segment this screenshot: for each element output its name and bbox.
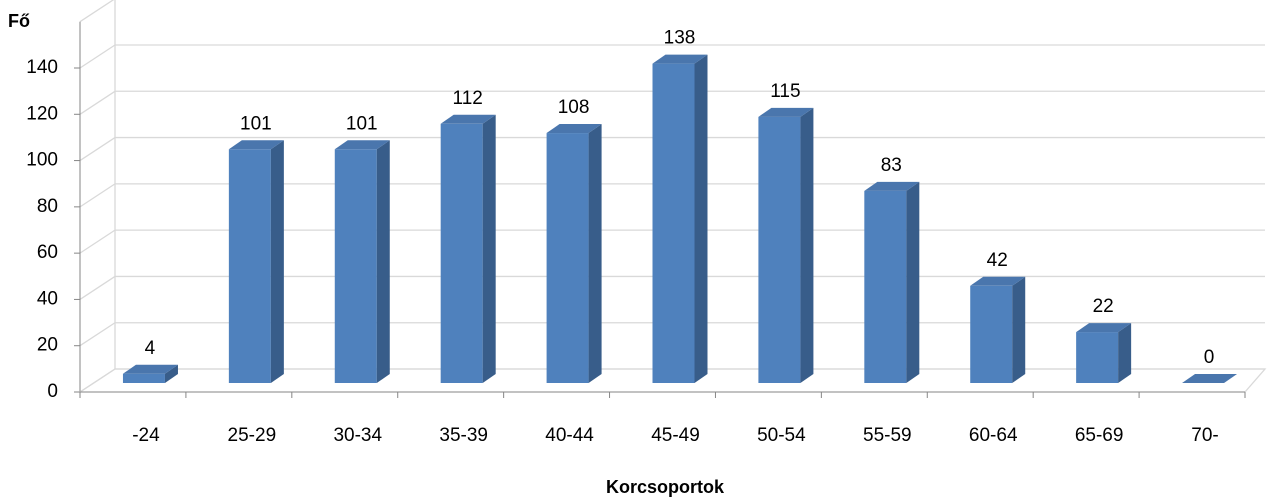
- bar-top: [970, 276, 1026, 286]
- bar-top: [864, 181, 920, 191]
- wall-top: [79, 0, 115, 23]
- bar-top: [440, 114, 496, 124]
- bar-front: [334, 149, 377, 383]
- x-tick-label: -24: [132, 425, 160, 446]
- value-label: 115: [770, 81, 800, 102]
- y-tick-label: 20: [37, 335, 58, 356]
- x-axis-title: Korcsoportok: [606, 477, 725, 497]
- y-tick-label: 40: [37, 288, 58, 309]
- bar-front: [758, 116, 801, 383]
- bar-top: [228, 140, 284, 150]
- y-tick-label: 60: [37, 242, 58, 263]
- value-label: 101: [240, 113, 272, 134]
- x-tick-label: 70-: [1191, 425, 1218, 446]
- bar-side: [800, 107, 814, 383]
- x-tick-label: 25-29: [228, 425, 277, 446]
- value-label: 0: [1204, 347, 1215, 368]
- bar-top: [1182, 374, 1238, 383]
- value-label: 138: [664, 28, 696, 49]
- x-tick-label: 35-39: [439, 425, 488, 446]
- value-label: 22: [1093, 296, 1114, 317]
- y-tick-label: 0: [47, 381, 58, 402]
- bar-front: [546, 133, 589, 383]
- bar-front: [1076, 332, 1119, 383]
- y-tick-label: 120: [26, 103, 58, 124]
- value-label: 101: [346, 113, 378, 134]
- value-label: 42: [987, 250, 1008, 271]
- bar-top: [334, 140, 390, 150]
- bar-side: [164, 364, 178, 383]
- grid-line: [79, 90, 1265, 115]
- bar-front: [440, 123, 483, 384]
- y-tick-label: 140: [26, 57, 58, 78]
- x-tick-label: 30-34: [333, 425, 382, 446]
- x-tick-label: 40-44: [545, 425, 594, 446]
- x-tick-label: 45-49: [651, 425, 700, 446]
- bar-front: [122, 373, 165, 383]
- bar-side: [482, 114, 496, 384]
- bar-side: [694, 54, 708, 383]
- y-axis-title: Fő: [8, 11, 30, 31]
- bar-top: [1076, 323, 1132, 333]
- bar-front: [864, 190, 907, 383]
- bar-top: [652, 54, 708, 64]
- bar-top: [122, 364, 178, 374]
- x-tick-label: 65-69: [1075, 425, 1124, 446]
- x-tick-label: 50-54: [757, 425, 806, 446]
- grid-line: [79, 44, 1265, 69]
- bar-side: [906, 181, 920, 383]
- bar-side: [1012, 276, 1026, 383]
- bar-side: [376, 140, 390, 383]
- y-tick-label: 80: [37, 196, 58, 217]
- bar-top: [546, 124, 602, 134]
- bar-front: [228, 149, 271, 383]
- grid-line: [79, 136, 1265, 162]
- value-label: 112: [453, 88, 483, 109]
- bar-front: [652, 63, 695, 383]
- x-tick-label: 60-64: [969, 425, 1018, 446]
- bar-side: [270, 140, 284, 383]
- value-label: 4: [145, 338, 156, 359]
- bar-top: [758, 107, 814, 117]
- value-label: 108: [558, 97, 590, 118]
- bar-front: [970, 285, 1013, 383]
- bar-side: [1118, 323, 1132, 383]
- bar-side: [588, 124, 602, 384]
- value-label: 83: [881, 155, 902, 176]
- x-tick-label: 55-59: [863, 425, 912, 446]
- y-tick-label: 100: [26, 150, 58, 171]
